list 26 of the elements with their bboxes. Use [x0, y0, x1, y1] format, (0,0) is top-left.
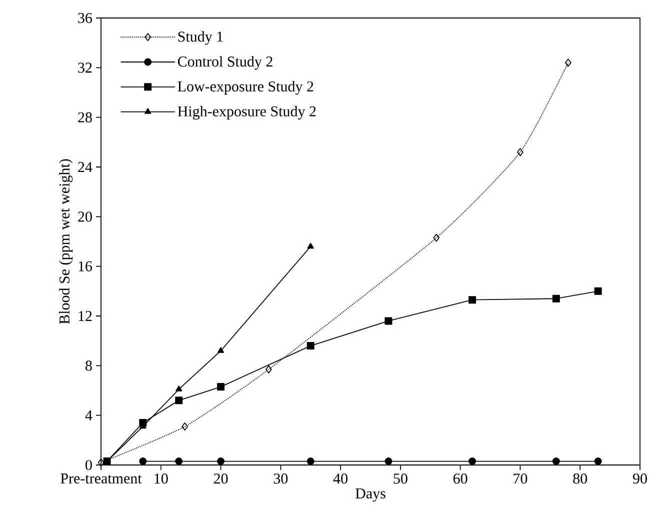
y-tick-label: 20 [78, 212, 92, 222]
x-tick-label: 60 [453, 474, 468, 484]
legend-label: Low-exposure Study 2 [178, 80, 314, 95]
y-tick-label: 28 [78, 112, 92, 122]
y-axis-title: Blood Se (ppm wet weight) [58, 159, 73, 324]
y-tick-label: 12 [78, 311, 92, 321]
x-tick-label: 80 [573, 474, 588, 484]
x-tick-label: 10 [154, 474, 168, 484]
y-tick-label: 0 [86, 460, 92, 470]
x-tick-label: 50 [394, 474, 408, 484]
x-tick-label: 70 [514, 474, 528, 484]
x-tick-label: 90 [632, 474, 647, 484]
legend-label: Study 1 [178, 31, 223, 45]
y-tick-label: 4 [85, 410, 92, 420]
x-tick-label: Pre-treatment [60, 474, 142, 484]
x-tick-label: 20 [214, 474, 228, 484]
legend-label: High-exposure Study 2 [178, 106, 316, 120]
y-tick-label: 36 [78, 12, 92, 24]
y-tick-label: 32 [78, 62, 92, 73]
x-tick-label: 30 [274, 474, 288, 484]
x-axis-title: Days [356, 488, 386, 502]
y-tick-label: 16 [78, 261, 92, 272]
y-tick-label: 24 [78, 162, 92, 172]
legend-label: Control Study 2 [178, 56, 272, 70]
y-tick-label: 8 [86, 360, 92, 371]
x-tick-label: 40 [333, 474, 348, 484]
